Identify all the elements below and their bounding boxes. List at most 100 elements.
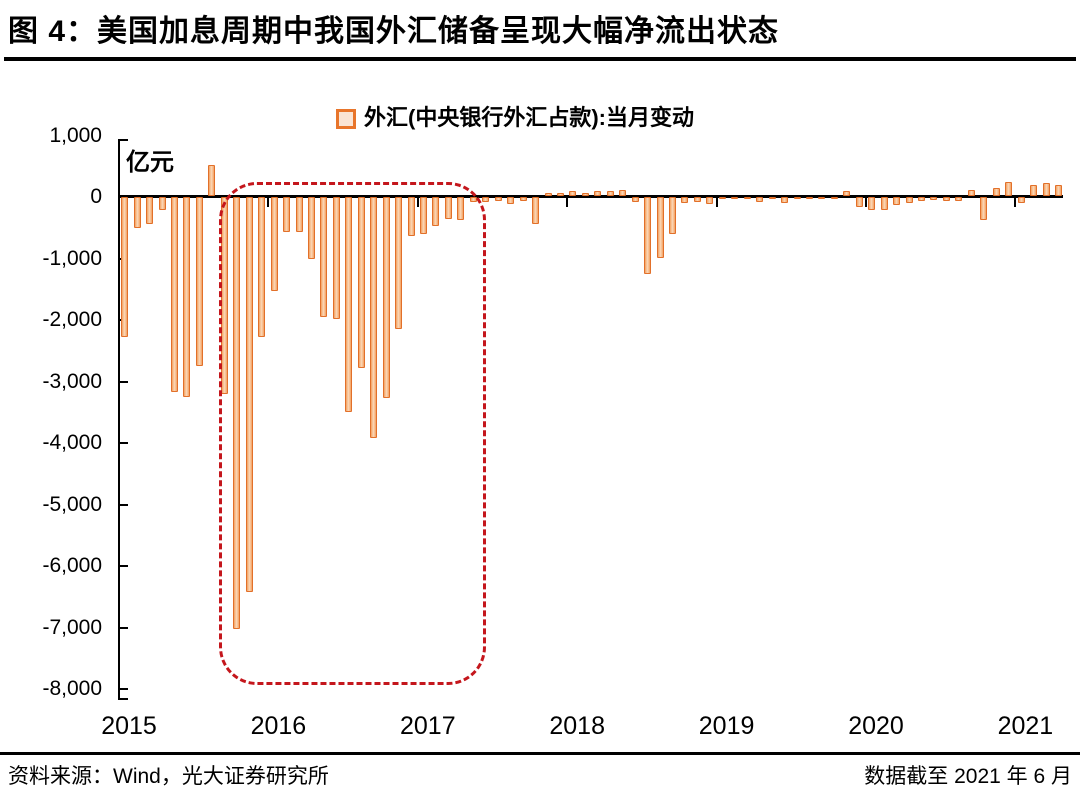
y-tick-mark [119, 565, 128, 567]
chart-bar [905, 197, 913, 204]
y-tick-label: -1,000 [42, 246, 102, 270]
chart-bar [868, 197, 876, 211]
chart-bar [855, 197, 863, 207]
x-axis-year-label: 2015 [101, 712, 157, 740]
chart-bar [507, 197, 515, 204]
x-axis-year-tick [865, 198, 867, 207]
chart-bar [171, 197, 179, 393]
x-axis-year-label: 2016 [250, 712, 307, 740]
chart-bar [656, 197, 664, 258]
footer-note-text: 数据截至 2021 年 6 月 [864, 765, 1072, 788]
chart-bar [693, 197, 701, 203]
chart-bar [283, 197, 291, 233]
chart-bar [955, 197, 963, 202]
y-axis-top-foot [118, 139, 128, 141]
y-tick-label: -3,000 [42, 369, 102, 393]
chart-bar [793, 197, 801, 200]
chart-bar [357, 197, 365, 368]
chart-bar [432, 197, 440, 226]
chart-bar [594, 190, 602, 196]
y-tick-mark [119, 626, 128, 629]
chart-bar [805, 197, 813, 200]
chart-bar [482, 197, 490, 202]
chart-bar [195, 197, 203, 366]
chart-bar [519, 197, 527, 201]
chart-bar [756, 197, 764, 203]
legend-swatch-icon [336, 109, 356, 129]
x-axis-year-label: 2018 [549, 712, 605, 740]
chart-bar [382, 197, 390, 398]
chart-bar [893, 197, 901, 206]
legend-label: 外汇(中央银行外汇占款):当月变动 [364, 105, 694, 130]
chart-bar [1042, 183, 1050, 196]
chart-bar [942, 197, 950, 201]
chart-bar [818, 197, 826, 200]
chart-bar [320, 197, 328, 318]
chart-bar [1017, 197, 1025, 204]
chart-bar [743, 197, 751, 199]
x-axis-year-tick [1014, 198, 1017, 207]
x-axis-year-tick [715, 198, 718, 207]
chart-bar [918, 197, 926, 201]
y-axis-bottom-foot [118, 698, 128, 700]
chart-bar [1030, 185, 1038, 196]
y-tick-label: -5,000 [42, 492, 102, 516]
chart-bar [569, 191, 577, 196]
chart-legend: 外汇(中央银行外汇占款):当月变动 [336, 100, 694, 132]
title-divider [4, 57, 1076, 61]
chart-bar [1054, 184, 1062, 196]
chart-bar [992, 188, 1000, 196]
chart-bar [332, 197, 340, 319]
x-axis-year-label: 2019 [698, 712, 755, 740]
chart-bar [669, 197, 677, 235]
chart-bar [606, 191, 614, 196]
y-tick-label: -6,000 [42, 554, 102, 577]
chart-bar [781, 197, 789, 203]
chart-bar [208, 165, 216, 196]
chart-bar [532, 197, 540, 224]
chart-bar [494, 197, 502, 202]
chart-bar [631, 197, 639, 202]
chart-bar [420, 197, 428, 235]
x-axis-year-label: 2017 [399, 712, 456, 740]
chart-bar [718, 197, 726, 200]
chart-bar [619, 190, 627, 196]
chart-bar [158, 197, 166, 211]
footer-source-text: 资料来源：Wind，光大证券研究所 [8, 765, 329, 788]
y-tick-label: 0 [90, 185, 102, 208]
chart-bar [121, 197, 129, 338]
chart-bar [183, 197, 191, 398]
y-axis-line [118, 139, 120, 700]
chart-bar [395, 197, 403, 330]
chart-bar [270, 197, 278, 291]
x-axis-year-tick [416, 198, 419, 207]
x-axis-year-tick [566, 198, 569, 207]
y-tick-mark [119, 442, 128, 444]
chart-bar [706, 197, 714, 204]
chart-bar [731, 197, 739, 200]
x-axis-zero-line [118, 195, 1063, 198]
chart-bar [133, 197, 141, 228]
chart-bar [345, 197, 353, 413]
chart-bar [556, 193, 564, 196]
chart-bar [1005, 181, 1013, 196]
chart-bar [681, 197, 689, 203]
y-tick-mark [119, 688, 128, 690]
chart-bar [295, 197, 303, 233]
y-axis-unit-label: 亿元 [126, 149, 174, 176]
y-tick-label: -8,000 [42, 677, 102, 700]
y-tick-label: -7,000 [42, 615, 102, 639]
page-title: 图 4：美国加息周期中我国外汇储备呈现大幅净流出状态 [8, 15, 780, 48]
chart-bar [407, 197, 415, 236]
y-tick-label: -4,000 [42, 431, 102, 454]
x-axis-year-tick [267, 198, 270, 207]
x-axis-year-label: 2021 [997, 712, 1054, 740]
chart-bar [146, 197, 154, 224]
chart-bar [258, 197, 266, 338]
y-tick-mark [119, 503, 128, 506]
chart-bar [967, 189, 975, 196]
chart-bar [980, 197, 988, 220]
y-tick-mark [119, 380, 128, 383]
y-tick-label: -2,000 [42, 308, 102, 331]
